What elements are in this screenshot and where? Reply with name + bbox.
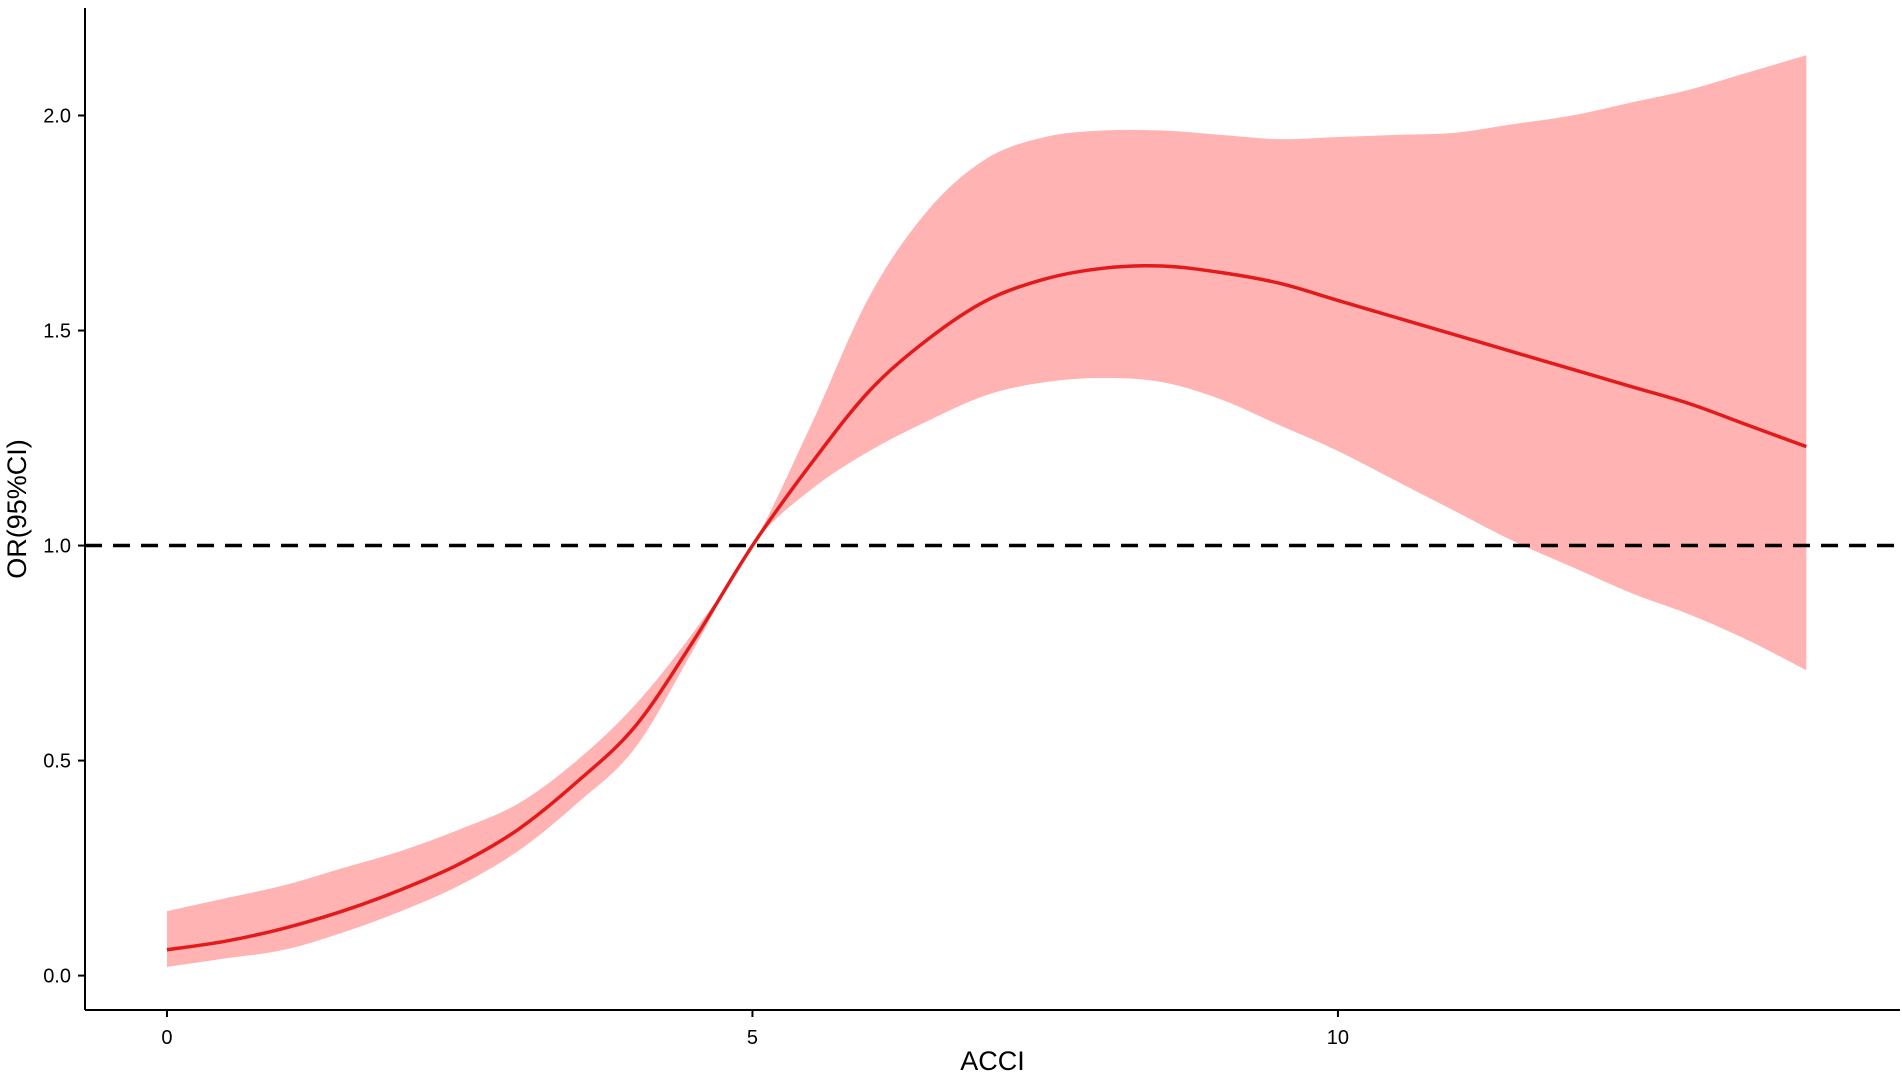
x-axis-title: ACCI [960, 1046, 1025, 1076]
y-tick-label: 0.5 [43, 751, 71, 773]
y-axis-ticks: 0.0 0.5 1.0 1.5 2.0 [43, 106, 85, 988]
or-line [166, 264, 1807, 952]
y-tick-label: 0.0 [43, 966, 71, 988]
plot-area [85, 55, 1900, 968]
y-tick-label: 1.0 [43, 536, 71, 558]
y-axis-title: OR(95%CI) [2, 439, 32, 579]
x-axis-ticks: 0 5 10 [161, 1010, 1349, 1049]
x-tick-label: 10 [1327, 1027, 1349, 1049]
axes: 0.0 0.5 1.0 1.5 2.0 0 5 10 [43, 8, 1900, 1049]
x-tick-label: 0 [161, 1027, 172, 1049]
y-tick-label: 2.0 [43, 106, 71, 128]
x-tick-label: 5 [747, 1027, 758, 1049]
confidence-band [166, 55, 1807, 968]
y-tick-label: 1.5 [43, 321, 71, 343]
